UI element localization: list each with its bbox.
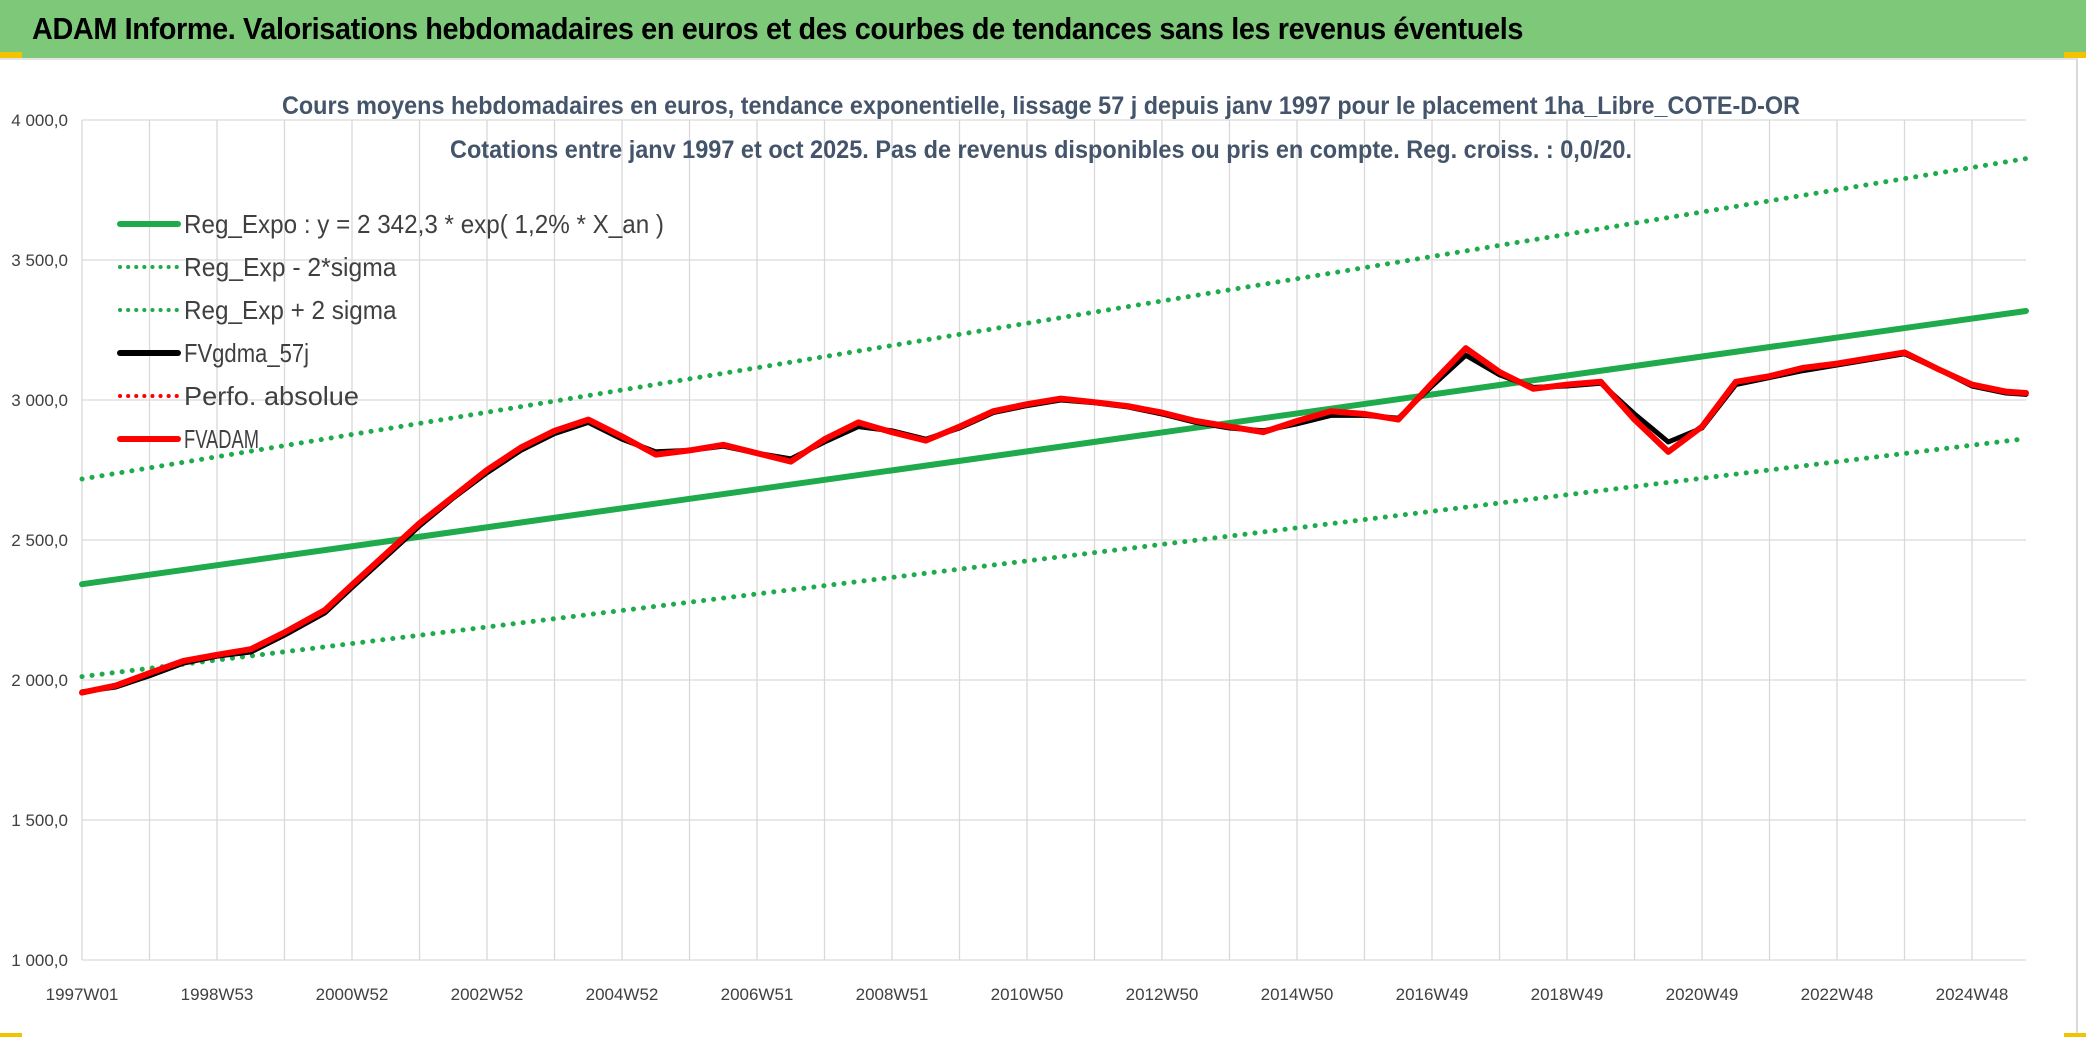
x-tick-label: 2006W51 bbox=[721, 985, 794, 1004]
corner-marker bbox=[0, 1033, 22, 1037]
legend-label: Reg_Exp - 2*sigma bbox=[184, 252, 397, 282]
line-chart: Cours moyens hebdomadaires en euros, ten… bbox=[11, 92, 2029, 1004]
x-tick-label: 2004W52 bbox=[586, 985, 659, 1004]
y-tick-label: 2 000,0 bbox=[11, 671, 68, 690]
y-tick-label: 1 000,0 bbox=[11, 951, 68, 970]
legend-label: Perfo. absolue bbox=[184, 381, 359, 411]
x-tick-label: 2002W52 bbox=[451, 985, 524, 1004]
x-tick-label: 2012W50 bbox=[1126, 985, 1199, 1004]
series-line-1 bbox=[79, 436, 2029, 680]
x-tick-label: 1997W01 bbox=[46, 985, 119, 1004]
x-tick-label: 2016W49 bbox=[1396, 985, 1469, 1004]
chart-frame: Cours moyens hebdomadaires en euros, ten… bbox=[0, 58, 2078, 1037]
gridlines bbox=[81, 119, 2026, 961]
chart-title: Cours moyens hebdomadaires en euros, ten… bbox=[282, 92, 1800, 120]
corner-marker bbox=[0, 52, 22, 58]
series-lines bbox=[79, 156, 2029, 696]
report-title: ADAM Informe. Valorisations hebdomadaire… bbox=[32, 11, 1524, 46]
x-tick-label: 2022W48 bbox=[1801, 985, 1874, 1004]
x-tick-label: 2024W48 bbox=[1936, 985, 2009, 1004]
y-tick-label: 1 500,0 bbox=[11, 811, 68, 830]
y-tick-label: 3 000,0 bbox=[11, 391, 68, 410]
y-tick-label: 2 500,0 bbox=[11, 531, 68, 550]
chart-subtitle: Cotations entre janv 1997 et oct 2025. P… bbox=[450, 136, 1632, 164]
corner-marker bbox=[2064, 1033, 2086, 1037]
x-axis-ticks: 1997W01 1998W53 2000W52 2002W52 2004W52 2006W… bbox=[46, 985, 2009, 1004]
y-tick-label: 4 000,0 bbox=[11, 111, 68, 130]
x-tick-label: 2018W49 bbox=[1531, 985, 1604, 1004]
x-tick-label: 2020W49 bbox=[1666, 985, 1739, 1004]
x-tick-label: 2010W50 bbox=[991, 985, 1064, 1004]
series-line-0 bbox=[79, 308, 2029, 588]
x-tick-label: 2000W52 bbox=[316, 985, 389, 1004]
legend: Reg_Expo : y = 2 342,3 * exp( 1,2% * X_a… bbox=[117, 209, 664, 454]
legend-label: FVgdma_57j bbox=[184, 338, 309, 368]
corner-marker bbox=[2064, 52, 2086, 58]
y-axis-ticks: 1 000,0 1 500,0 2 000,0 2 500,0 3 000,0 3 500… bbox=[11, 111, 68, 970]
legend-label: Reg_Exp + 2 sigma bbox=[184, 295, 397, 325]
x-tick-label: 2008W51 bbox=[856, 985, 929, 1004]
x-tick-label: 2014W50 bbox=[1261, 985, 1334, 1004]
y-tick-label: 3 500,0 bbox=[11, 251, 68, 270]
legend-label: Reg_Expo : y = 2 342,3 * exp( 1,2% * X_a… bbox=[184, 209, 664, 239]
x-tick-label: 1998W53 bbox=[181, 985, 254, 1004]
report-banner: ADAM Informe. Valorisations hebdomadaire… bbox=[0, 0, 2086, 58]
legend-label: FVADAM bbox=[184, 424, 259, 454]
series-line-5 bbox=[79, 345, 2029, 696]
